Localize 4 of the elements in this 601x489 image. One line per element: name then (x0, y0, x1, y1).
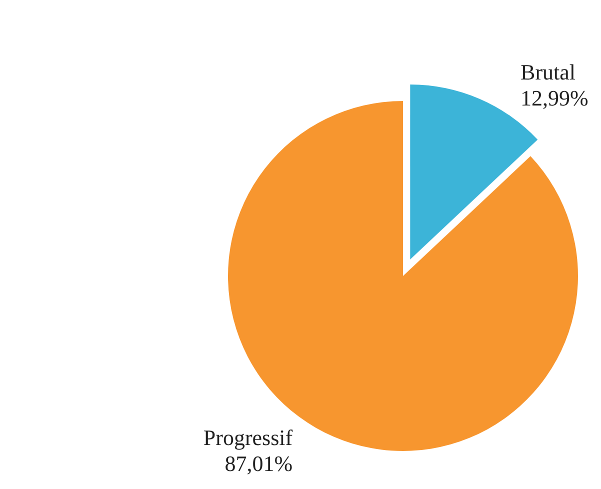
data-label: 12,99% (520, 86, 588, 111)
slice-label: Brutal (520, 60, 576, 85)
slice-label: Progressif (203, 424, 294, 450)
data-label: 87,01% (224, 450, 293, 476)
